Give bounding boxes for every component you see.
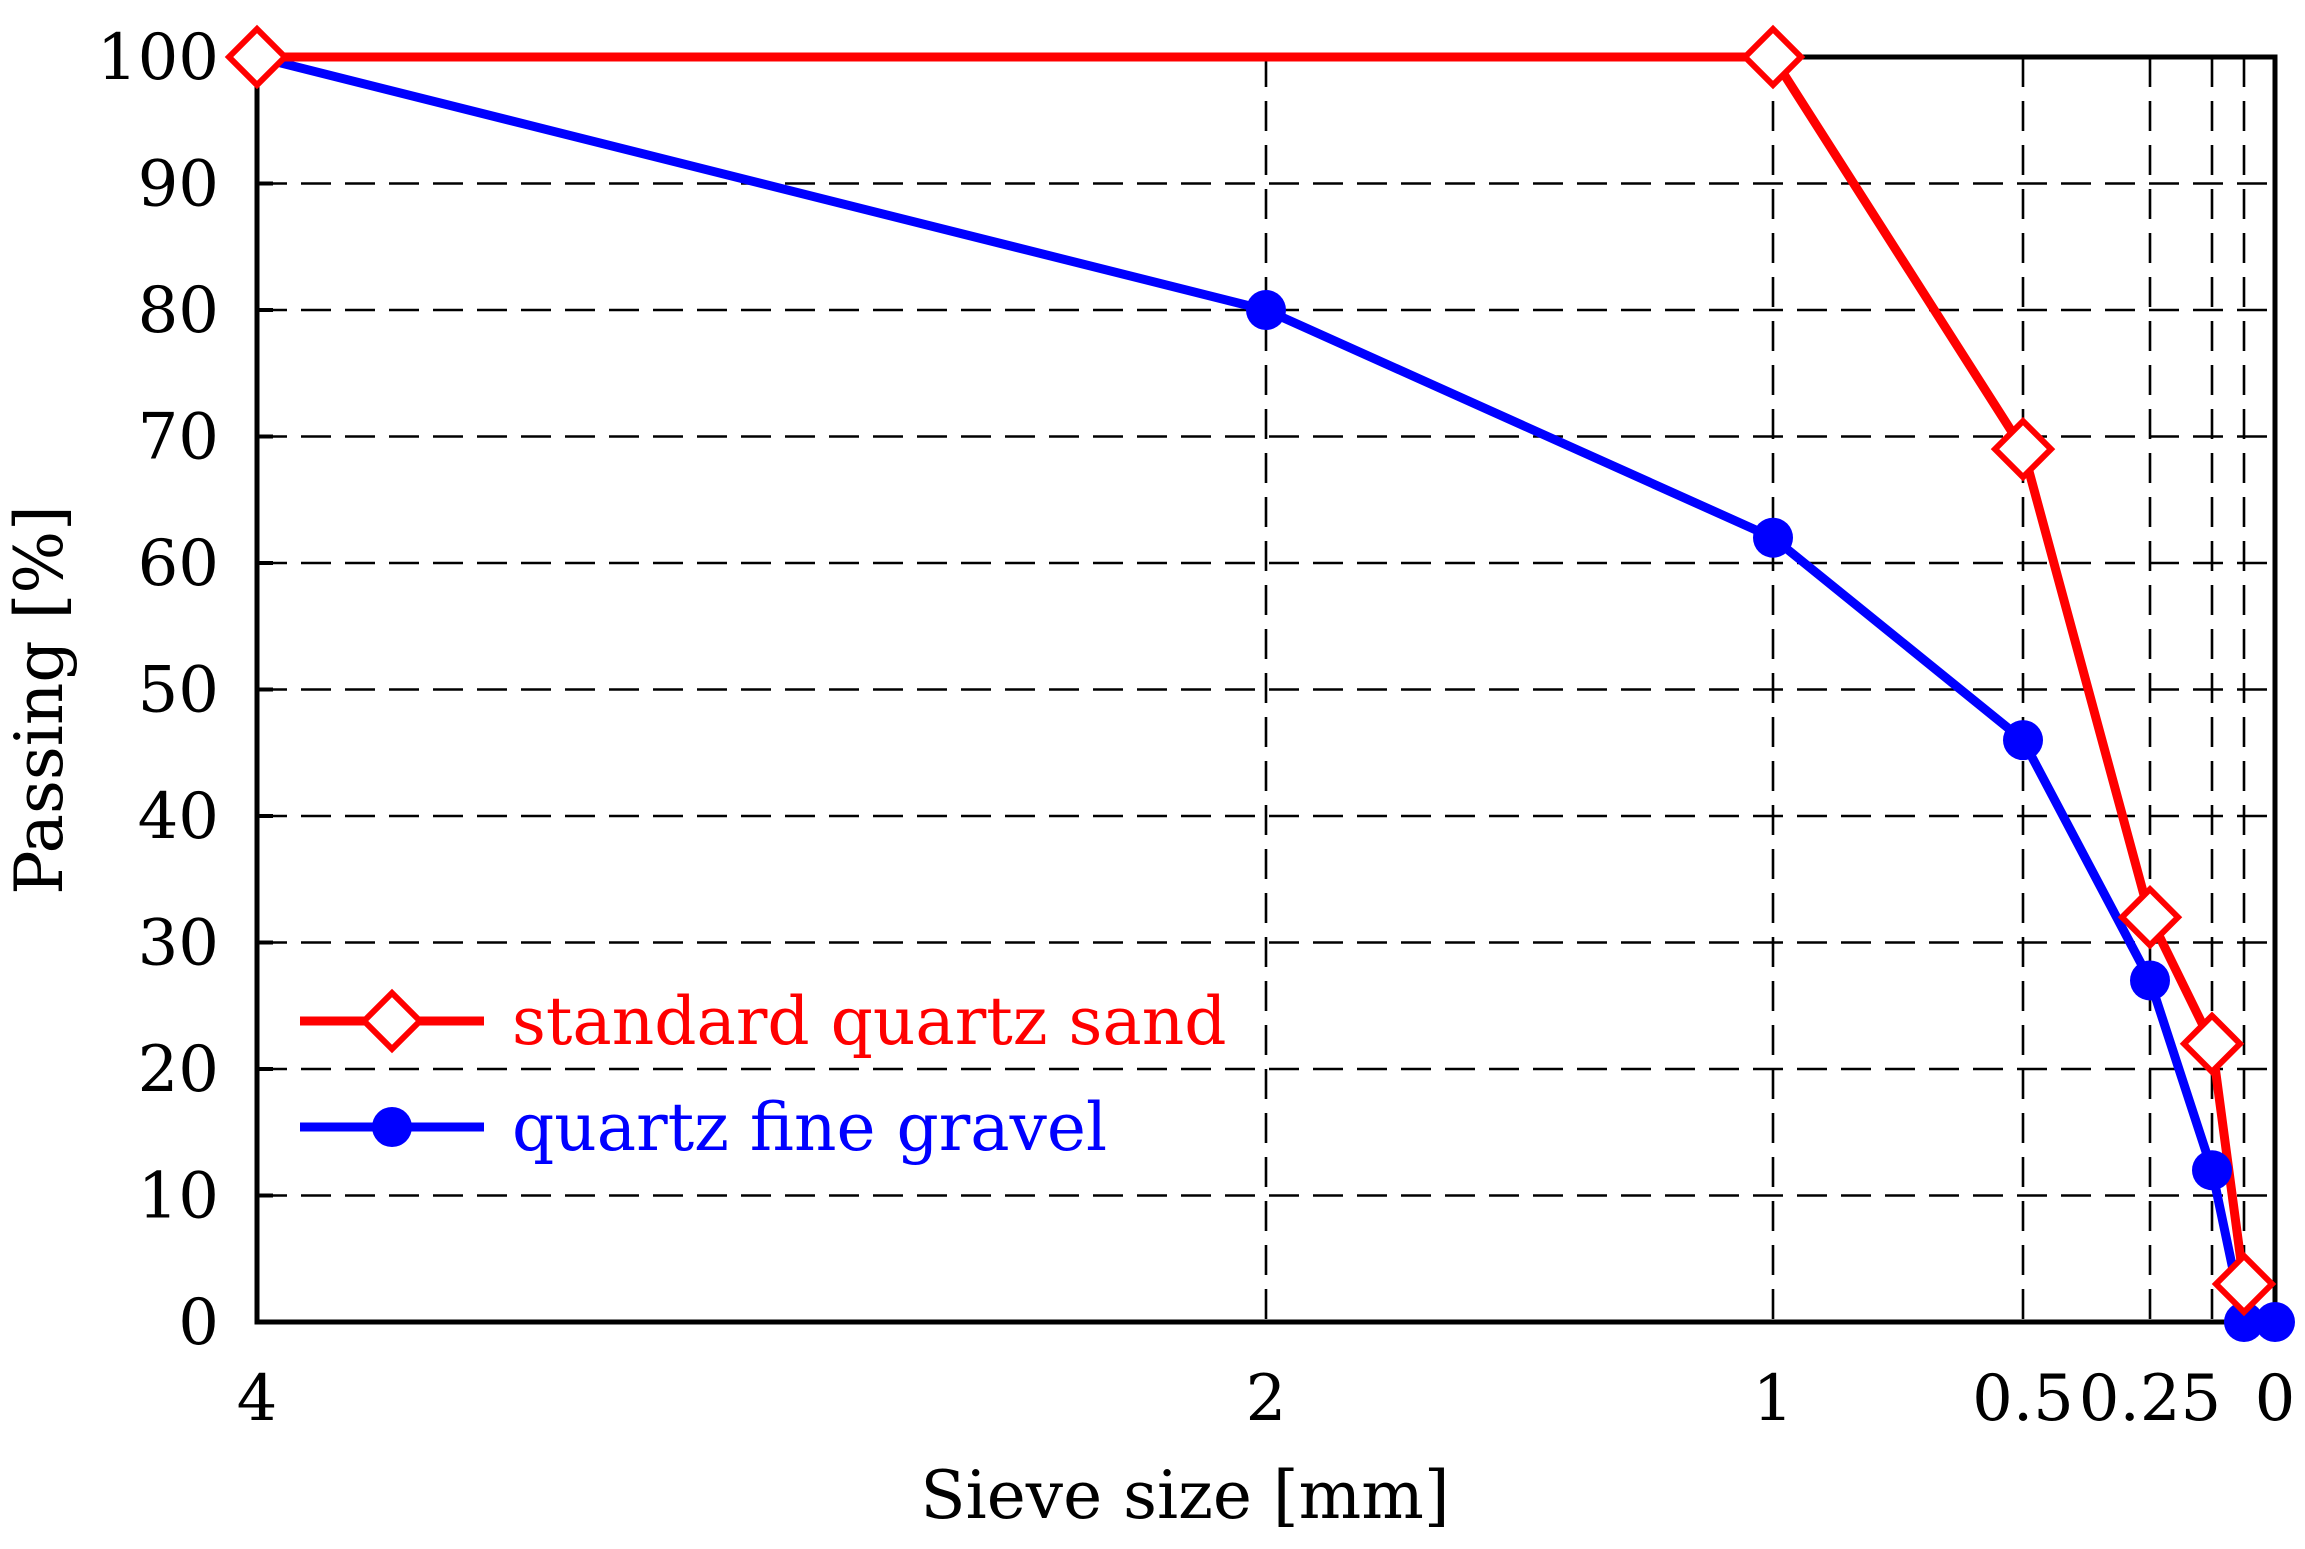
data-point-circle — [2224, 1302, 2264, 1342]
y-tick-label: 0 — [178, 1286, 219, 1360]
x-tick-label: 4 — [237, 1362, 278, 1436]
data-point-diamond — [224, 24, 290, 90]
data-point-diamond — [1740, 24, 1806, 90]
data-point-diamond — [359, 988, 425, 1054]
x-tick-label: 0.5 — [1972, 1362, 2074, 1436]
x-tick-label: 0.25 — [2079, 1362, 2222, 1436]
data-point-circle — [1246, 290, 1286, 330]
y-tick-label: 10 — [138, 1160, 219, 1234]
y-tick-label: 100 — [97, 21, 219, 95]
legend: standard quartz sand quartz fine gravel — [300, 983, 1227, 1166]
y-tick-label: 30 — [138, 907, 219, 981]
data-point-circle — [2003, 720, 2043, 761]
data-point-diamond — [1990, 416, 2056, 482]
legend-label: standard quartz sand — [512, 983, 1227, 1060]
data-point-circle — [2255, 1302, 2295, 1342]
y-axis-title: Passing [%] — [1, 505, 78, 895]
x-tick-label: 1 — [1753, 1362, 1794, 1436]
tick-layer: 0 10 20 30 40 50 60 70 80 90 100 4 2 1 0.5 0.25 0 — [97, 21, 2296, 1436]
legend-label: quartz fine gravel — [512, 1089, 1107, 1166]
y-tick-label: 20 — [138, 1033, 219, 1107]
data-point-circle — [1753, 517, 1793, 558]
data-point-circle — [2130, 960, 2170, 1001]
data-point-circle — [2192, 1150, 2232, 1191]
y-tick-label: 70 — [138, 401, 219, 475]
series-layer — [224, 24, 2295, 1342]
x-axis-title: Sieve size [mm] — [920, 1457, 1449, 1534]
y-tick-label: 90 — [138, 148, 219, 222]
data-point-diamond — [2117, 884, 2183, 950]
x-tick-label: 2 — [1246, 1362, 1287, 1436]
data-point-circle — [372, 1107, 412, 1147]
y-tick-label: 50 — [138, 654, 219, 728]
data-point-diamond — [2179, 1011, 2245, 1076]
y-tick-label: 60 — [138, 527, 219, 601]
data-point-diamond — [2211, 1251, 2277, 1317]
y-tick-label: 40 — [138, 780, 219, 854]
series-line — [252, 52, 2249, 1289]
y-tick-label: 80 — [138, 274, 219, 348]
x-tick-label: 0 — [2255, 1362, 2296, 1436]
